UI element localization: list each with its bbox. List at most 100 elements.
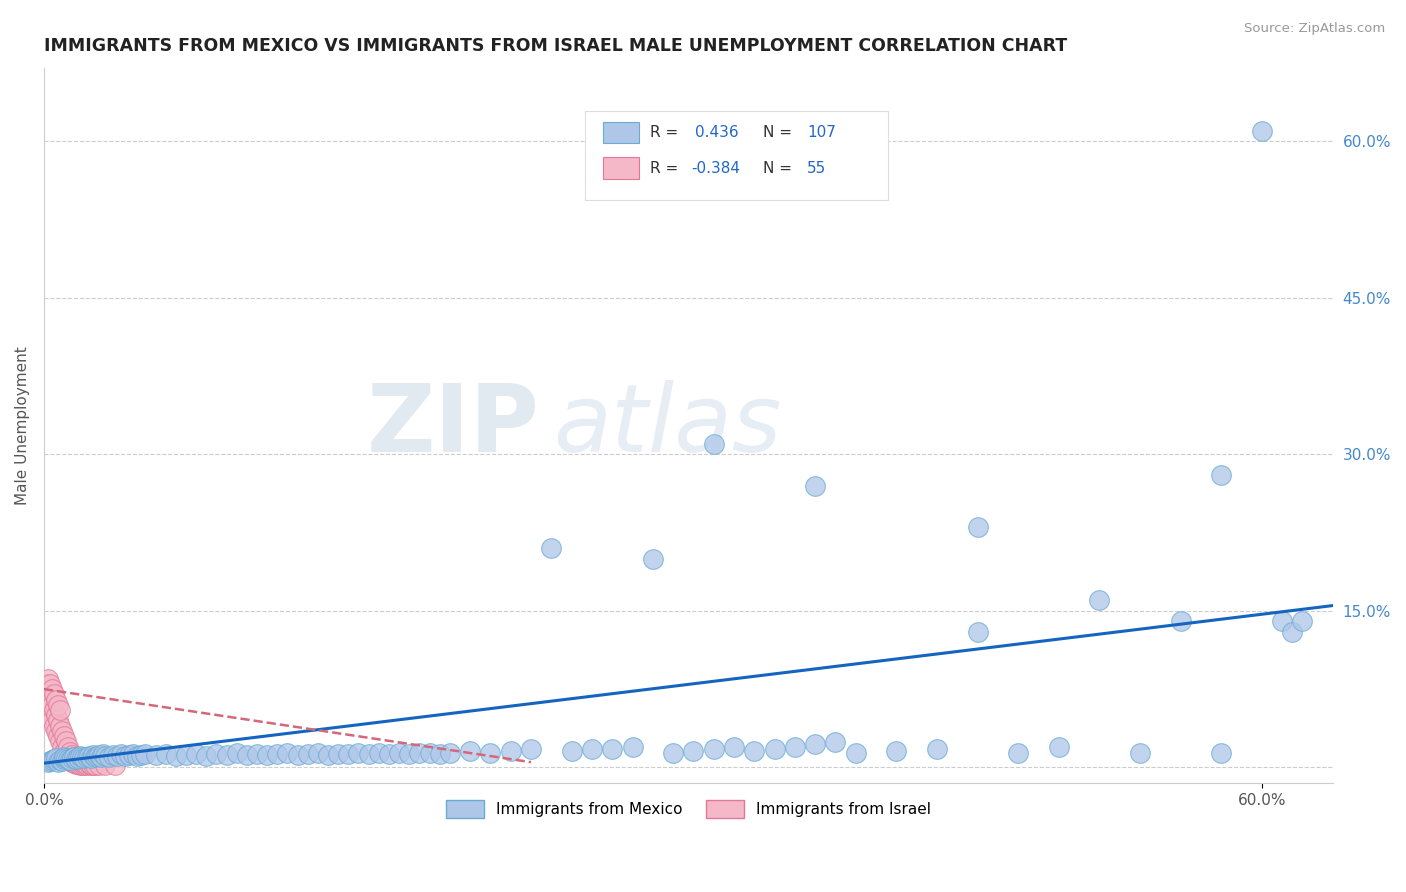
Point — [561, 744, 583, 758]
Point — [1291, 614, 1313, 628]
Point — [225, 746, 247, 760]
Point — [256, 747, 278, 762]
Point — [347, 746, 370, 760]
Point — [337, 747, 360, 761]
Point — [886, 744, 908, 758]
Point — [41, 698, 63, 712]
Point — [39, 677, 62, 691]
Point — [45, 692, 67, 706]
Point — [41, 682, 63, 697]
Point — [783, 739, 806, 754]
Bar — [603, 121, 640, 143]
Point — [49, 703, 72, 717]
Point — [1088, 593, 1111, 607]
Point — [46, 729, 69, 743]
Point — [307, 746, 329, 760]
Point — [600, 741, 623, 756]
Point — [966, 624, 988, 639]
Text: R =: R = — [650, 161, 678, 176]
Point — [82, 758, 104, 772]
Text: atlas: atlas — [553, 380, 782, 471]
Point — [72, 755, 94, 769]
Point — [804, 478, 827, 492]
Point — [408, 746, 430, 760]
Text: 0.436: 0.436 — [695, 125, 738, 140]
Point — [37, 672, 59, 686]
Point — [35, 692, 58, 706]
Point — [46, 714, 69, 728]
Point — [39, 708, 62, 723]
Point — [59, 754, 82, 768]
Point — [73, 756, 96, 771]
Point — [45, 723, 67, 738]
Point — [53, 729, 76, 743]
Legend: Immigrants from Mexico, Immigrants from Israel: Immigrants from Mexico, Immigrants from … — [439, 792, 939, 825]
Point — [87, 747, 110, 762]
Point — [51, 739, 73, 754]
Point — [39, 692, 62, 706]
Point — [69, 754, 91, 768]
Point — [76, 750, 98, 764]
Point — [1250, 123, 1272, 137]
Point — [439, 746, 461, 760]
Point — [287, 747, 309, 762]
Point — [63, 750, 86, 764]
Point — [1281, 624, 1303, 639]
Point — [53, 752, 76, 766]
Point — [824, 735, 846, 749]
Point — [621, 739, 644, 754]
Point — [1271, 614, 1294, 628]
Point — [55, 750, 77, 764]
Bar — [603, 157, 640, 178]
Text: Source: ZipAtlas.com: Source: ZipAtlas.com — [1244, 22, 1385, 36]
Point — [94, 748, 117, 763]
Point — [966, 520, 988, 534]
Point — [42, 687, 65, 701]
Point — [73, 751, 96, 765]
Point — [51, 723, 73, 738]
Point — [134, 747, 156, 761]
Point — [77, 748, 100, 763]
Point — [540, 541, 562, 556]
Point — [67, 757, 90, 772]
Point — [60, 747, 83, 762]
Point — [925, 741, 948, 756]
Point — [41, 714, 63, 728]
Point — [58, 739, 80, 754]
Point — [37, 755, 59, 769]
Point — [641, 551, 664, 566]
Point — [328, 747, 350, 761]
Point — [83, 758, 105, 772]
Point — [49, 734, 72, 748]
Point — [77, 757, 100, 772]
Point — [388, 746, 411, 760]
Point — [39, 754, 62, 768]
Point — [49, 718, 72, 732]
Point — [378, 747, 401, 761]
Point — [67, 751, 90, 765]
Point — [1211, 468, 1233, 483]
Point — [118, 747, 141, 762]
Text: N =: N = — [763, 125, 792, 140]
Point — [46, 755, 69, 769]
Point — [520, 741, 543, 756]
Point — [42, 752, 65, 766]
Point — [37, 703, 59, 717]
Point — [55, 734, 77, 748]
Point — [73, 758, 96, 772]
Point — [59, 745, 82, 759]
Text: IMMIGRANTS FROM MEXICO VS IMMIGRANTS FROM ISRAEL MALE UNEMPLOYMENT CORRELATION C: IMMIGRANTS FROM MEXICO VS IMMIGRANTS FRO… — [44, 37, 1067, 55]
Point — [101, 747, 124, 762]
Point — [69, 758, 91, 772]
Point — [63, 750, 86, 764]
Point — [82, 747, 104, 762]
Point — [127, 748, 149, 763]
Point — [60, 751, 83, 765]
Point — [122, 747, 145, 761]
Point — [246, 747, 269, 761]
Point — [72, 758, 94, 772]
Point — [67, 753, 90, 767]
Point — [316, 747, 339, 762]
Point — [42, 718, 65, 732]
Point — [581, 741, 603, 756]
